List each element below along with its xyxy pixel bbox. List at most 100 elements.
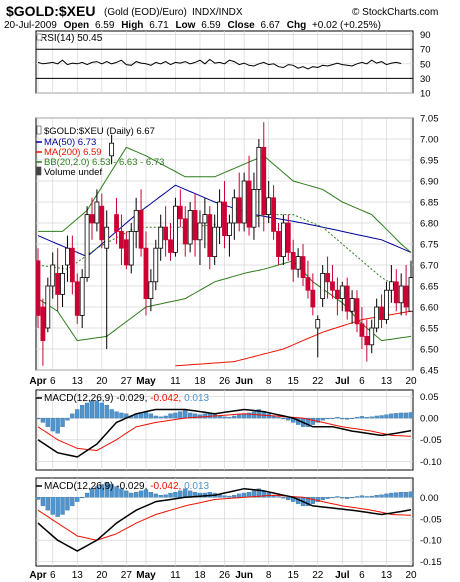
candle-body [207,214,213,258]
symbol-description: (Gold (EOD)/Euro) [104,7,187,18]
candle-body [379,306,384,320]
x-tick-label: 6 [50,570,56,581]
macd-legend-histogram: 0.013 [184,481,209,492]
y-tick-label: 90 [420,30,431,41]
candle-body [84,214,90,279]
macd-histogram-bar [379,494,384,498]
macd-histogram-bar [364,496,369,498]
x-tick-label: 13 [72,570,84,581]
candle-body [325,272,330,283]
macd-legend-value: -0.029, [116,481,150,492]
price-legend-entry: MA(200) 6.59 [44,147,102,158]
macd-histogram-bar [202,413,208,419]
macd-histogram-bar [335,417,340,419]
candle-body [45,285,51,329]
quote-line: 20-Jul-2009 Open 6.59 High 6.71 Low 6.59… [4,20,381,31]
macd-histogram-bar [241,413,247,419]
y-tick-label: -0.05 [420,514,442,525]
macd-legend-value: -0.029, [116,393,150,404]
macd-histogram-bar [315,497,320,502]
macd-panel-1: 0.05 0.00 -0.05 -0.10 MACD(12,26,9) -0.029, … [35,389,442,471]
macd-histogram-bar [379,415,384,419]
macd-histogram-bar [163,415,168,419]
candle-body [374,306,380,329]
macd-histogram-bar [320,417,325,421]
macd-signal-line [37,494,412,541]
candle-body [50,264,56,287]
price-panel: 6.45 6.50 6.55 6.60 6.65 6.70 6.75 6.80 6.85 6.90… [35,114,439,377]
macd-histogram-bar [408,491,414,498]
y-tick-label: 0.05 [420,392,439,403]
x-axis-price: Apr 6 13 20 27 May 11 18 26 Jun 8 15 22 Jul 6 13 20 [29,376,417,387]
candle-body [231,197,237,224]
candle-body [408,277,414,312]
candle-body [359,323,365,337]
macd-histogram-bar [168,413,173,419]
macd-histogram-bar [99,402,104,419]
macd-histogram-bar [281,497,286,499]
macd-legend-prefix: MACD(12,26,9) [44,393,116,404]
macd-histogram-bar [60,417,65,427]
macd-histogram-bar [389,492,394,498]
macd-histogram-bar [399,492,404,498]
price-legend-entry: $GOLD:$XEU (Daily) 6.67 [44,126,155,137]
candle-body [285,222,291,253]
quote-chg: +0.02 (+0.25%) [312,20,381,31]
rsi-panel: 90 70 50 30 10 RSI(14) 50.45 [35,30,431,100]
y-tick-label: 6.70 [420,261,439,272]
macd-histogram-bar [354,496,360,498]
legend-candle-icon [36,125,42,135]
macd-histogram-bar [114,486,119,498]
macd-histogram-bar [227,495,232,498]
candle-body [217,201,222,228]
macd-histogram-bar [89,488,95,498]
macd-histogram-bar [276,417,281,419]
macd-histogram-bar [403,412,409,419]
macd-legend: MACD(12,26,9) -0.029, -0.042, 0.013 [44,481,210,492]
macd-histogram-bar [114,411,119,419]
macd-histogram-bar [183,409,188,419]
candle-body [74,281,80,316]
x-tick-label: 11 [170,376,181,387]
candle-body [65,247,70,266]
y-tick-label: 30 [420,74,431,85]
x-tick-label: 15 [288,570,300,581]
macd-histogram-bar [35,417,41,420]
macd-histogram-bar [75,409,80,419]
macd-legend-prefix: MACD(12,26,9) [44,481,116,492]
x-tick-label: 20 [96,570,108,581]
macd-histogram-bar [237,493,242,498]
candle-body [192,209,198,241]
macd-histogram-bar [251,490,257,498]
macd-histogram-bar [364,417,369,419]
candle-body [256,146,262,190]
x-tick-label: 20 [405,570,417,581]
macd-histogram-bar [340,497,345,499]
x-tick-label: May [136,376,156,387]
rsi-legend: RSI(14) 50.45 [40,33,103,44]
y-tick-label: 6.60 [420,303,439,314]
y-tick-label: -0.10 [420,457,442,468]
macd-histogram-bar [45,417,50,427]
candle-body [388,281,394,291]
candle-body [266,197,272,216]
candle-body [305,277,311,291]
macd-histogram-bar [217,415,222,419]
candle-body [99,205,105,241]
macd-histogram-bar [403,492,409,498]
candle-body [60,272,65,295]
x-tick-label: Jul [335,570,350,581]
macd-histogram-bar [80,404,85,419]
x-tick-label: 6 [359,570,365,581]
macd-histogram-bar [168,492,173,498]
x-tick-label: May [136,570,156,581]
macd-histogram-bar [124,490,129,498]
macd-histogram-bar [374,415,379,419]
macd-histogram-bar [286,417,291,421]
quote-open: 6.59 [95,20,115,31]
macd-histogram-bar [153,415,158,419]
candle-body [187,209,193,245]
macd-histogram-bar [109,409,114,419]
macd-histogram-bar [310,417,315,425]
candle-body [138,209,144,249]
